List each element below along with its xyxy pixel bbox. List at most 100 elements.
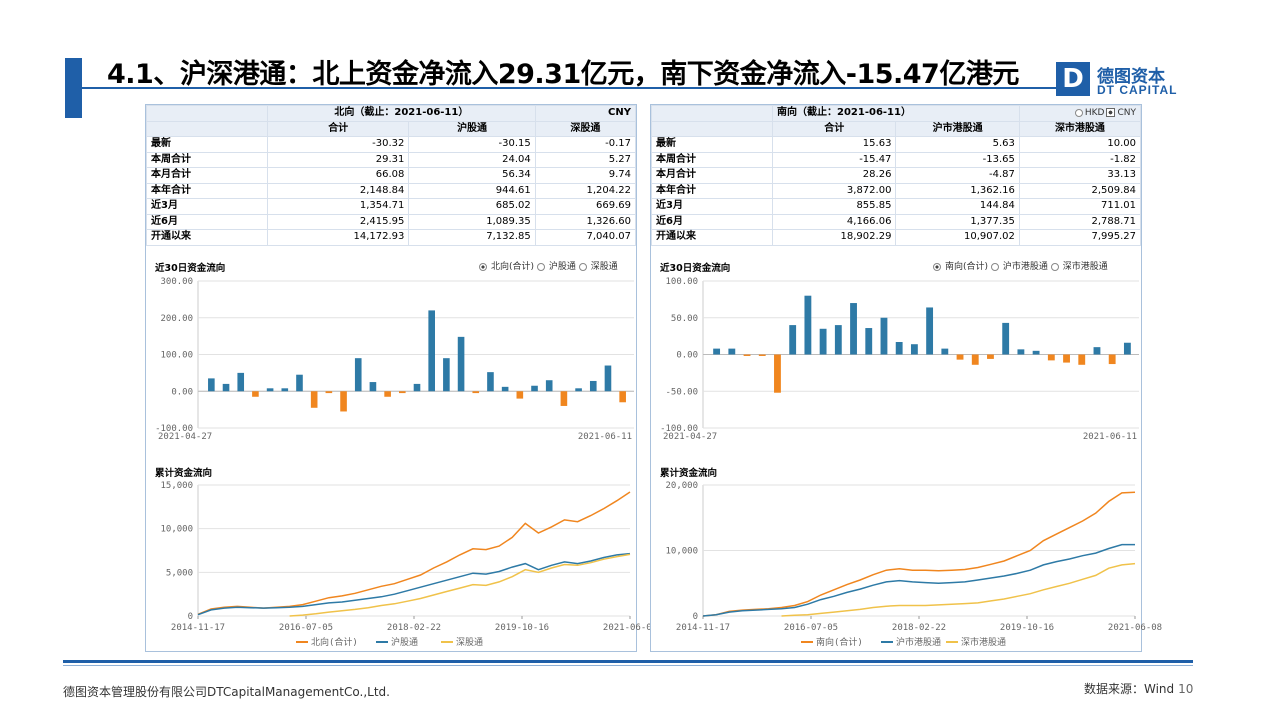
table-cell: 2,148.84 xyxy=(266,182,410,199)
south-cum-title: 累计资金流向 xyxy=(660,468,718,479)
x-tick-label: 2021-06-11 xyxy=(578,432,632,442)
table-cell: 15.63 xyxy=(771,136,897,153)
table-row: 近3月 1,354.71 685.02 669.69 xyxy=(146,198,637,215)
bar xyxy=(281,388,289,392)
x-tick-label: 2016-07-05 xyxy=(279,623,333,633)
y-tick-label: 100.00 xyxy=(665,277,698,287)
table-row: 近6月 4,166.06 1,377.35 2,788.71 xyxy=(651,213,1142,230)
table-cell: 144.84 xyxy=(895,198,1020,215)
bar xyxy=(743,354,751,356)
table-cell: 1,377.35 xyxy=(895,213,1020,230)
radio-icon[interactable] xyxy=(1074,108,1083,117)
x-tick-label: 2021-06-11 xyxy=(1083,432,1137,442)
table-cell: 18,902.29 xyxy=(771,229,897,246)
table-cell: 3,872.00 xyxy=(771,182,897,199)
bar xyxy=(1002,322,1010,355)
y-tick-label: -100.00 xyxy=(660,424,698,434)
radio-icon[interactable] xyxy=(990,262,999,271)
bar xyxy=(1123,342,1131,355)
bar xyxy=(728,348,736,355)
y-tick-label: 10,000 xyxy=(160,525,193,535)
table-cell: 1,354.71 xyxy=(266,198,410,215)
table-cell: 855.85 xyxy=(771,198,897,215)
bar xyxy=(865,328,873,355)
radio-icon[interactable] xyxy=(1106,108,1116,118)
row-label: 近3月 xyxy=(146,198,268,215)
logo-en-text: DT CAPITAL xyxy=(1097,83,1178,97)
y-tick-label: 200.00 xyxy=(160,314,193,324)
radio-icon[interactable] xyxy=(933,262,941,271)
bar xyxy=(971,354,979,365)
bar xyxy=(443,358,450,392)
south-col-header: 合计 xyxy=(771,120,897,137)
north-flow-options: 北向(合计) 沪股通 深股通 xyxy=(479,259,618,272)
footer-source: 数据来源：Wind xyxy=(1084,682,1175,696)
radio-icon[interactable] xyxy=(536,262,545,271)
south-col-header: 深市港股通 xyxy=(1018,120,1142,137)
x-tick-label: 2016-07-05 xyxy=(784,623,838,633)
table-row: 近6月 2,415.95 1,089.35 1,326.60 xyxy=(146,213,637,230)
radio-icon[interactable] xyxy=(578,262,587,271)
y-tick-label: 15,000 xyxy=(160,481,193,491)
x-tick-label: 2014-11-17 xyxy=(171,623,225,633)
legend-label: 北向(合计) xyxy=(311,636,358,648)
y-tick-label: 0.00 xyxy=(171,387,193,397)
table-cell: 14,172.93 xyxy=(266,229,410,246)
y-tick-label: 5,000 xyxy=(166,568,193,578)
bar xyxy=(789,325,797,355)
south-option-sz[interactable]: 深市港股通 xyxy=(1062,262,1108,272)
table-cell: 7,132.85 xyxy=(408,229,536,246)
y-tick-label: -100.00 xyxy=(155,424,193,434)
title-accent-bar xyxy=(65,58,82,118)
legend-label: 沪市港股通 xyxy=(896,636,941,648)
table-cell: 10.00 xyxy=(1018,136,1142,153)
bar xyxy=(1063,354,1070,363)
row-label: 最新 xyxy=(146,136,268,153)
table-cell: 66.08 xyxy=(266,167,410,184)
bar xyxy=(910,344,918,355)
bar xyxy=(834,325,842,355)
south-panel: 南向（截止：2021-06-11） HKD CNY 合计 沪市港股通 深市港股通 … xyxy=(650,104,1162,652)
x-tick-label: 2019-10-16 xyxy=(495,623,549,633)
south-option-sh[interactable]: 沪市港股通 xyxy=(1002,262,1048,272)
row-label: 近6月 xyxy=(651,213,773,230)
bar xyxy=(926,307,934,355)
table-cell: 1,326.60 xyxy=(534,213,637,230)
row-label: 本周合计 xyxy=(651,151,773,168)
north-col-header: 沪股通 xyxy=(408,120,536,137)
north-option-sz[interactable]: 深股通 xyxy=(590,262,618,272)
table-cell: 56.34 xyxy=(408,167,536,184)
north-col-header: 深股通 xyxy=(534,120,637,137)
series-line xyxy=(197,552,631,616)
currency-cny[interactable]: CNY xyxy=(1117,108,1136,119)
x-tick-label: 2019-10-16 xyxy=(1000,623,1054,633)
south-flow-options: 南向(合计) 沪市港股通 深市港股通 xyxy=(933,259,1108,272)
table-cell: 10,907.02 xyxy=(895,229,1020,246)
table-cell: -4.87 xyxy=(895,167,1020,184)
north-option-sh[interactable]: 沪股通 xyxy=(548,262,576,272)
south-col-header: 沪市港股通 xyxy=(895,120,1020,137)
south-currency-switch[interactable]: HKD CNY xyxy=(1018,105,1142,122)
bar xyxy=(487,372,494,392)
bar xyxy=(354,358,362,392)
north-option-total[interactable]: 北向(合计) xyxy=(491,262,535,272)
radio-icon[interactable] xyxy=(1050,262,1059,271)
north-caption: 北向（截止：2021-06-11） xyxy=(267,105,536,122)
south-option-total[interactable]: 南向(合计) xyxy=(945,262,989,272)
bar xyxy=(296,374,303,392)
bar xyxy=(1032,350,1040,355)
currency-hkd[interactable]: HKD xyxy=(1084,108,1105,119)
bar xyxy=(941,348,949,355)
row-label: 本月合计 xyxy=(651,167,773,184)
bar xyxy=(1047,354,1055,361)
y-tick-label: 0 xyxy=(693,612,698,622)
radio-icon[interactable] xyxy=(479,262,487,271)
y-tick-label: 300.00 xyxy=(160,277,193,287)
south-table: 南向（截止：2021-06-11） HKD CNY 合计 沪市港股通 深市港股通 … xyxy=(651,105,1142,246)
table-cell: 7,040.07 xyxy=(534,229,637,246)
series-line xyxy=(702,491,1136,617)
bar xyxy=(399,391,406,394)
bar xyxy=(880,317,888,355)
x-tick-label: 2021-04-27 xyxy=(663,432,717,442)
